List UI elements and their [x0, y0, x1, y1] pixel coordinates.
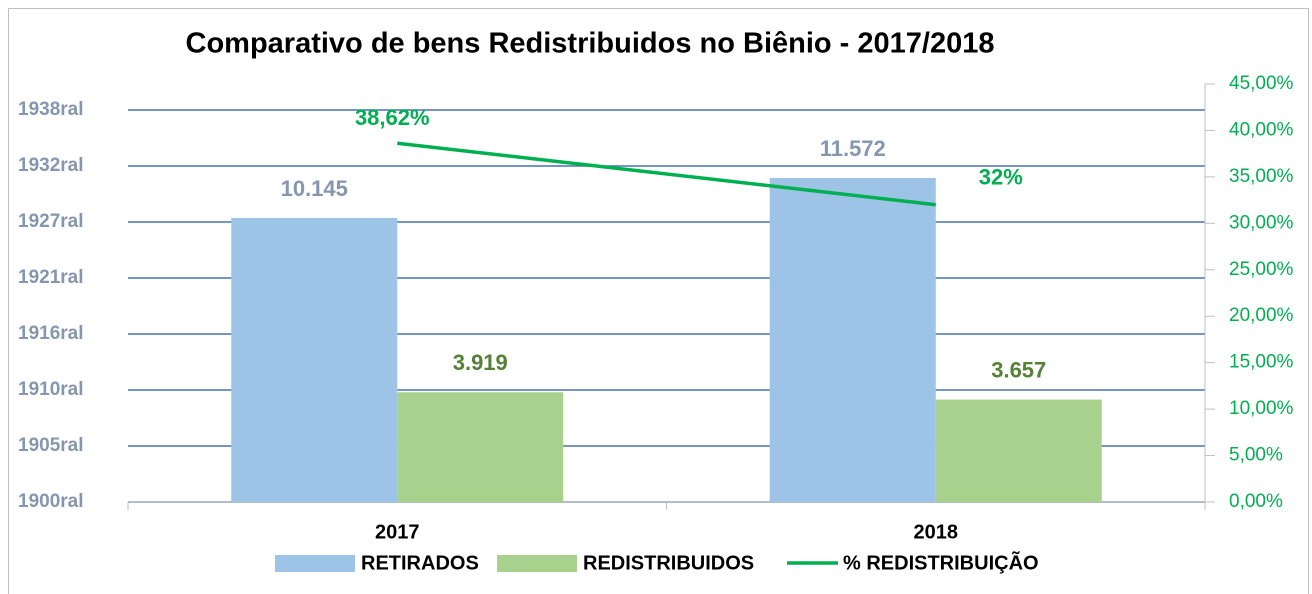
y2-tick-label: 35,00% [1229, 166, 1294, 187]
legend-label: RETIRADOS [361, 552, 479, 574]
y-tick-label: 1932ral [18, 155, 84, 176]
y2-tick-label: 45,00% [1229, 73, 1294, 94]
bar-value-label: 3.919 [453, 350, 508, 375]
y2-tick-label: 15,00% [1229, 352, 1294, 373]
x-tick-label: 2018 [914, 521, 959, 543]
bar-value-label: 11.572 [820, 136, 886, 161]
legend-label: % REDISTRIBUIÇÃO [843, 551, 1039, 574]
y2-tick-label: 20,00% [1229, 305, 1294, 326]
bar-value-label: 10.145 [281, 176, 348, 201]
chart-title: Comparativo de bens Redistribuidos no Bi… [186, 28, 995, 60]
legend-swatch [497, 555, 577, 572]
y-tick-label: 1916ral [18, 323, 84, 344]
line-value-label: 38,62% [355, 105, 430, 130]
y-tick-label: 1927ral [18, 211, 84, 232]
y-tick-label: 1900ral [18, 491, 84, 512]
y2-tick-label: 40,00% [1229, 119, 1294, 140]
x-tick-label: 2017 [375, 521, 420, 543]
y-tick-label: 1910ral [18, 379, 84, 400]
chart-border [8, 8, 1309, 594]
bar [769, 177, 936, 502]
line-value-label: 32% [979, 165, 1023, 190]
y2-tick-label: 30,00% [1229, 212, 1294, 233]
y2-tick-label: 10,00% [1229, 398, 1294, 419]
bar [935, 399, 1102, 502]
y2-tick-label: 0,00% [1229, 491, 1283, 512]
y-tick-label: 1938ral [18, 99, 84, 120]
legend-label: REDISTRIBUIDOS [583, 552, 754, 574]
y2-tick-label: 25,00% [1229, 259, 1294, 280]
y2-tick-label: 5,00% [1229, 445, 1283, 466]
bar [397, 392, 564, 502]
y-tick-label: 1905ral [18, 435, 84, 456]
legend-swatch [275, 555, 355, 572]
line [397, 141, 936, 207]
y-tick-label: 1921ral [18, 267, 84, 288]
bar [231, 217, 398, 502]
bar-value-label: 3.657 [991, 357, 1046, 382]
